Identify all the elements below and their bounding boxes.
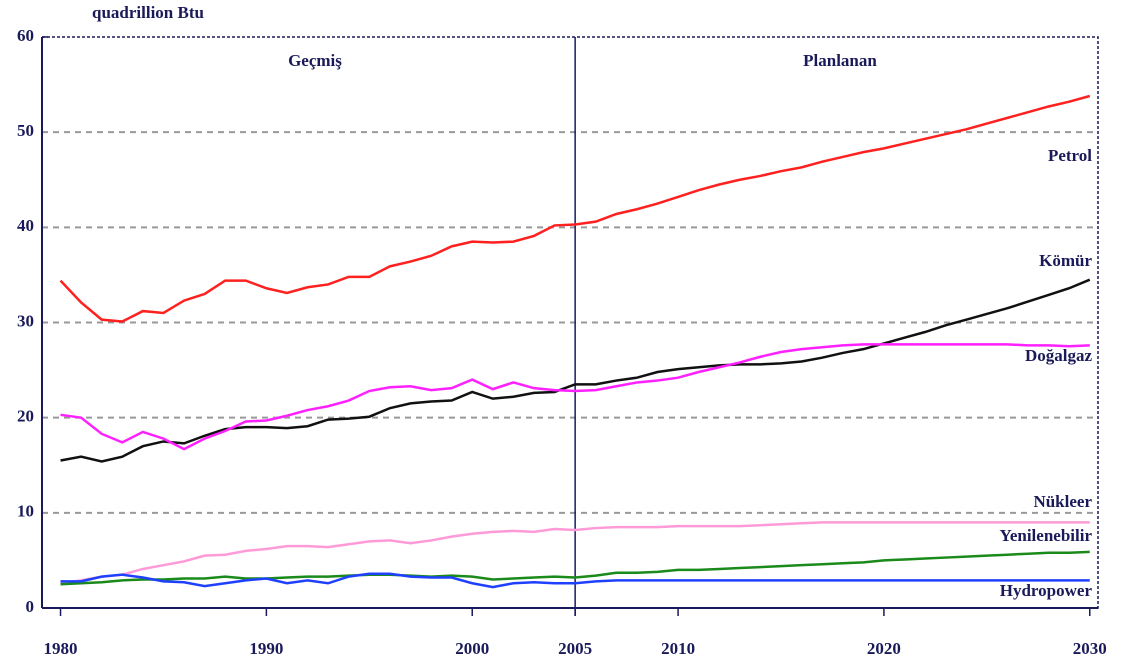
series-label: Kömür	[1039, 251, 1092, 270]
x-tick-label: 1990	[249, 639, 283, 658]
y-tick-label: 10	[17, 502, 34, 521]
series-label: Hydropower	[1000, 581, 1093, 600]
y-tick-label: 20	[17, 407, 34, 426]
series-line	[59, 94, 1091, 323]
x-tick-label: 2000	[455, 639, 489, 658]
y-tick-label: 50	[17, 121, 34, 140]
series-label: Doğalgaz	[1025, 346, 1093, 365]
x-tick-label: 2030	[1073, 639, 1107, 658]
series-line	[60, 572, 1090, 589]
y-tick-label: 0	[26, 597, 35, 616]
x-tick-label: 2005	[558, 639, 592, 658]
series-label: Petrol	[1048, 146, 1092, 165]
x-tick-label: 2010	[661, 639, 695, 658]
annotation: Geçmiş	[288, 51, 342, 70]
y-tick-label: 60	[17, 26, 34, 45]
y-axis-label: quadrillion Btu	[92, 3, 204, 22]
y-tick-label: 30	[17, 311, 34, 330]
series-line	[60, 550, 1090, 586]
x-tick-label: 2020	[867, 639, 901, 658]
series-label: Nükleer	[1033, 492, 1092, 511]
x-tick-label: 1980	[44, 639, 78, 658]
series-label: Yenilenebilir	[999, 526, 1092, 545]
series-line	[60, 521, 1090, 585]
series-line	[60, 343, 1090, 451]
y-tick-label: 40	[17, 216, 34, 235]
annotation: Planlanan	[803, 51, 877, 70]
